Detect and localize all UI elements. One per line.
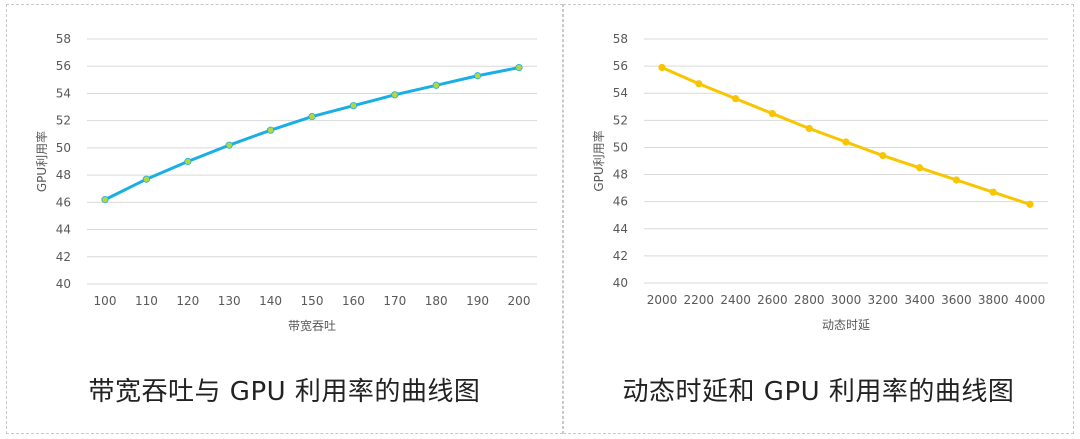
y-tick-label: 52 xyxy=(613,113,628,127)
y-axis-label: GPU利用率 xyxy=(34,131,49,192)
data-point xyxy=(658,63,666,72)
y-tick-label: 46 xyxy=(56,195,71,209)
data-point xyxy=(101,196,109,204)
x-tick-label: 3800 xyxy=(978,293,1009,307)
x-tick-label: 200 xyxy=(508,294,531,308)
data-point xyxy=(768,109,776,118)
data-point xyxy=(989,188,997,196)
x-tick-label: 120 xyxy=(176,294,199,308)
x-tick-label: 3000 xyxy=(831,293,862,307)
data-point xyxy=(805,124,813,133)
x-tick-label: 2800 xyxy=(794,293,825,307)
x-tick-label: 110 xyxy=(135,294,158,308)
y-tick-label: 50 xyxy=(613,140,628,154)
y-tick-label: 54 xyxy=(56,86,71,100)
x-tick-label: 2600 xyxy=(757,293,788,307)
x-tick-label: 170 xyxy=(383,294,406,308)
chart-bandwidth: 40 42 44 46 48 50 52 54 56 58 100 110 120 130 140 150 16… xyxy=(34,32,537,333)
data-point xyxy=(432,81,440,89)
y-tick-label: 42 xyxy=(56,250,71,264)
x-tick-label: 130 xyxy=(218,294,241,308)
y-tick-label: 48 xyxy=(56,168,71,182)
x-tick-label: 150 xyxy=(301,294,324,308)
data-point xyxy=(225,141,233,149)
y-tick-label: 52 xyxy=(56,114,71,128)
x-tick-label: 160 xyxy=(342,294,365,308)
chart-latency: 40 42 44 46 48 50 52 54 56 58 2000 2200 2400 2600 2800… xyxy=(591,32,1048,332)
data-point xyxy=(349,102,357,110)
chart-panel-bandwidth: 40 42 44 46 48 50 52 54 56 58 100 110 120 130 140 150 16… xyxy=(6,4,563,434)
chart-caption-latency: 动态时延和 GPU 利用率的曲线图 xyxy=(622,377,1015,407)
data-point xyxy=(308,112,316,121)
y-tick-label: 56 xyxy=(56,59,71,73)
data-point xyxy=(879,151,887,160)
data-point xyxy=(695,80,703,88)
y-tick-label: 40 xyxy=(56,277,71,291)
data-point xyxy=(732,95,740,103)
y-tick-label: 46 xyxy=(613,195,628,209)
series-line xyxy=(660,65,1032,206)
y-tick-label: 40 xyxy=(613,276,628,290)
data-point xyxy=(184,157,192,166)
x-tick-label: 3600 xyxy=(941,293,972,307)
x-tick-label: 2200 xyxy=(684,293,715,307)
y-tick-label: 42 xyxy=(613,249,628,263)
data-point xyxy=(515,63,523,72)
x-tick-label: 180 xyxy=(425,294,448,308)
data-point xyxy=(952,176,960,184)
data-point xyxy=(915,164,924,172)
data-point xyxy=(391,91,399,99)
y-tick-label: 58 xyxy=(56,32,71,46)
series-line xyxy=(103,66,521,202)
x-axis-label: 动态时延 xyxy=(822,318,870,332)
y-axis-label: GPU利用率 xyxy=(591,130,606,191)
x-tick-label: 4000 xyxy=(1015,293,1046,307)
x-tick-label: 2400 xyxy=(720,293,751,307)
data-point xyxy=(842,138,850,146)
x-axis-label: 带宽吞吐 xyxy=(288,318,336,333)
x-tick-label: 190 xyxy=(466,294,489,308)
x-tick-label: 3200 xyxy=(868,293,899,307)
y-tick-label: 54 xyxy=(613,86,628,100)
data-point xyxy=(473,72,482,80)
y-tick-label: 50 xyxy=(56,141,71,155)
y-tick-label: 58 xyxy=(613,32,628,46)
chart-panel-latency: 40 42 44 46 48 50 52 54 56 58 2000 2200 2400 2600 2800… xyxy=(563,4,1074,434)
y-tick-label: 56 xyxy=(613,59,628,73)
x-tick-label: 2000 xyxy=(647,293,678,307)
x-tick-label: 140 xyxy=(259,294,282,308)
y-tick-label: 44 xyxy=(56,223,71,237)
y-tick-label: 44 xyxy=(613,222,628,236)
chart-caption-bandwidth: 带宽吞吐与 GPU 利用率的曲线图 xyxy=(88,377,481,407)
data-point xyxy=(266,126,275,134)
y-tick-label: 48 xyxy=(613,168,628,182)
x-tick-label: 3400 xyxy=(904,293,935,307)
data-point xyxy=(1026,200,1034,208)
data-point xyxy=(142,175,150,183)
x-tick-label: 100 xyxy=(94,294,117,308)
